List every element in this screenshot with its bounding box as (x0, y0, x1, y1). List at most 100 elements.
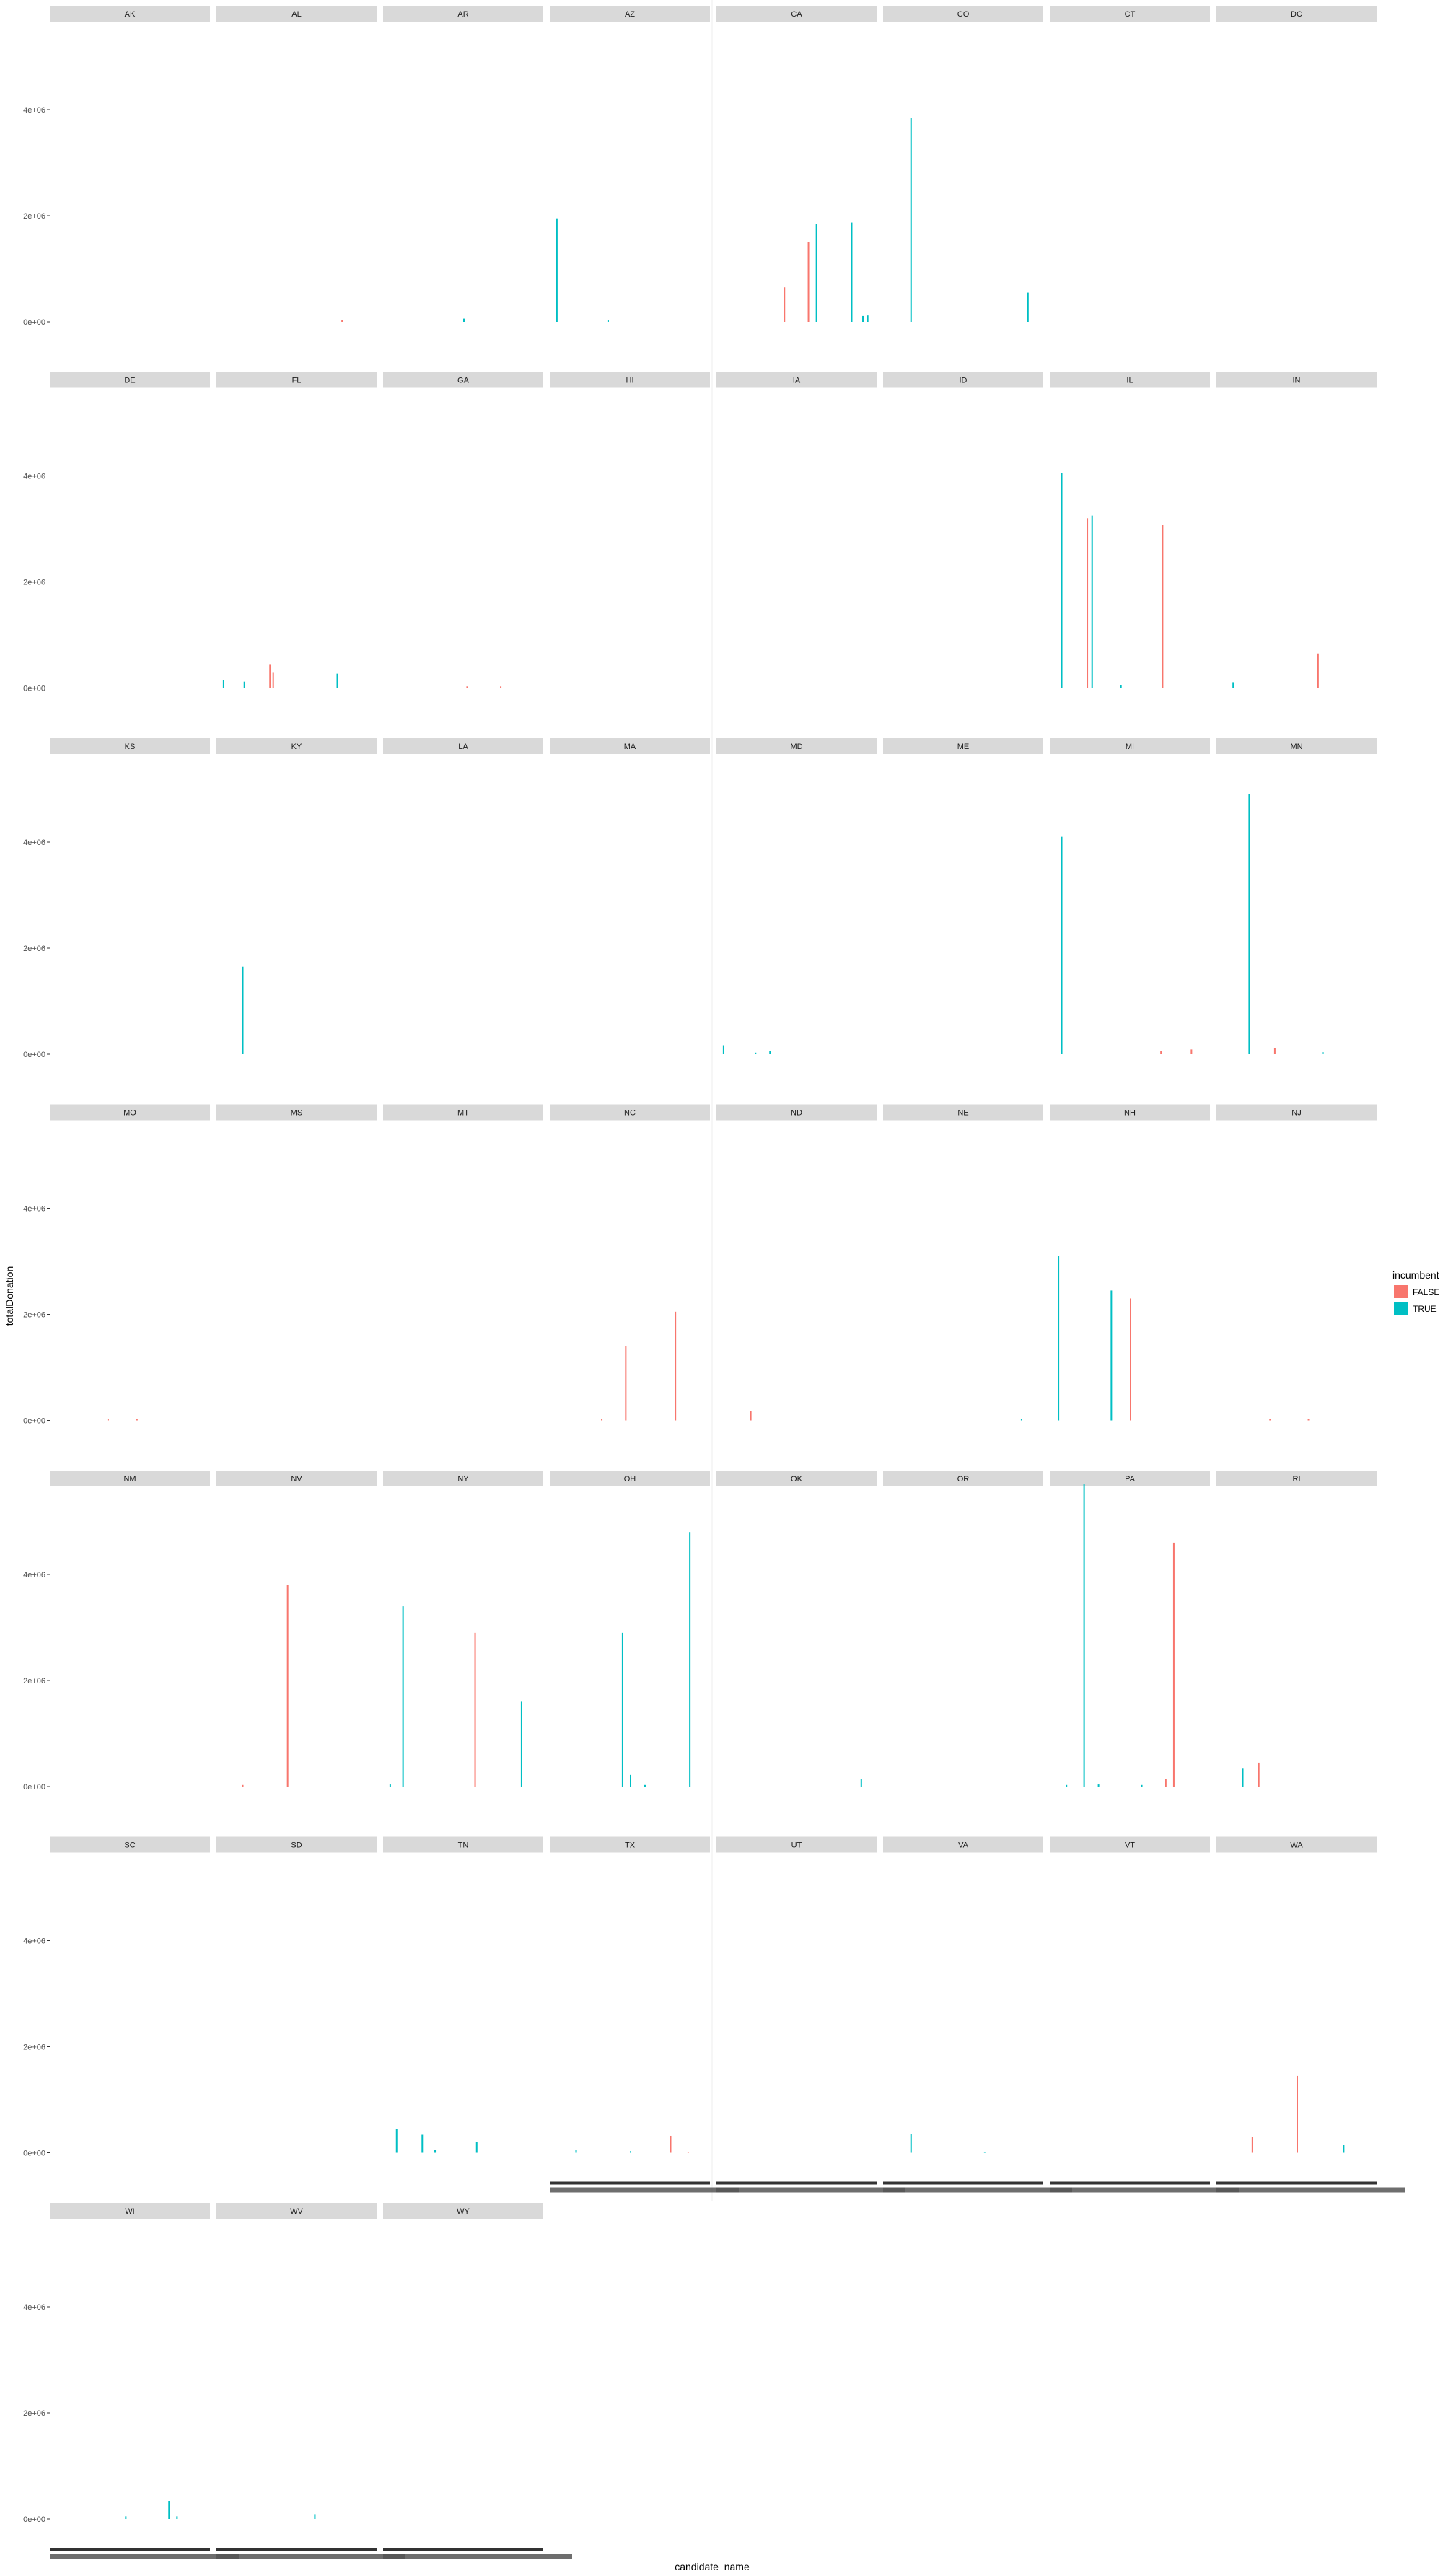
facet-strip (1050, 738, 1210, 754)
facet-strip-label: NC (624, 1109, 636, 1118)
panel-background (883, 1852, 1043, 2176)
bar (336, 673, 338, 688)
panel-background (50, 22, 210, 345)
y-tick-label: 2e+06 (23, 945, 45, 953)
panel-background (383, 1852, 543, 2176)
facet-strip-label: PA (1125, 1475, 1136, 1484)
bar (286, 1585, 289, 1787)
facet-strip (50, 6, 210, 22)
facet-strip (550, 6, 710, 22)
facet-panel-wa: WA (1216, 1836, 1377, 2176)
facet-strip (883, 1836, 1043, 1853)
facet-strip (1216, 738, 1377, 754)
bar (272, 672, 274, 688)
x-tick-marks-dense (383, 2548, 543, 2551)
facet-strip-label: MI (1126, 742, 1134, 751)
panel-background (716, 754, 877, 1077)
y-tick-label: 0e+00 (23, 2515, 45, 2524)
bar (644, 1784, 646, 1787)
bar (556, 218, 558, 322)
bar (242, 966, 244, 1054)
bar (910, 2134, 912, 2153)
x-tick-labels-overlapping (1216, 2187, 1405, 2193)
facet-panel-mt: MT (383, 1104, 543, 1444)
y-tick-label: 0e+00 (23, 2150, 45, 2158)
facet-strip-label: HI (626, 377, 634, 385)
facet-strip (383, 1836, 543, 1853)
x-axis-title: candidate_name (675, 2561, 750, 2572)
panel-background (1050, 1486, 1210, 1810)
bar (1322, 1052, 1324, 1054)
bar (176, 2516, 178, 2519)
facet-panel-in: IN (1216, 372, 1377, 711)
facet-strip-label: OR (957, 1475, 970, 1484)
facet-strip (216, 738, 377, 754)
bar (1083, 1484, 1085, 1787)
y-axis-row: 0e+00 2e+06 4e+06 (23, 1205, 50, 1426)
panel-background (50, 1120, 210, 1444)
facet-strip (883, 1471, 1043, 1486)
panel-background (50, 754, 210, 1077)
facet-strip-label: VA (958, 1841, 969, 1850)
bar (862, 315, 864, 322)
bar (314, 2514, 316, 2519)
bar (860, 1779, 862, 1787)
bar (463, 318, 465, 322)
panel-background (1050, 754, 1210, 1077)
facet-strip (1050, 1471, 1210, 1486)
facet-panel-nd: ND (716, 1104, 877, 1444)
y-axis-row: 0e+00 2e+06 4e+06 (23, 1571, 50, 1792)
facet-panel-ma: MA (550, 738, 710, 1077)
bar (421, 2134, 424, 2153)
panel-background (716, 1486, 877, 1810)
facet-strip-label: ND (791, 1109, 802, 1118)
panel-background (383, 754, 543, 1077)
bar (815, 224, 817, 322)
facet-strip (716, 6, 877, 22)
facet-strip (1216, 1104, 1377, 1121)
facet-panel-sd: SD (216, 1836, 377, 2176)
facet-strip (550, 1471, 710, 1486)
y-tick-label: 0e+00 (23, 685, 45, 693)
facet-strip (716, 1836, 877, 1853)
facet-panel-or: OR (883, 1471, 1043, 1810)
facet-strip (216, 1836, 377, 1853)
facet-strip-label: CA (791, 10, 802, 19)
panel-background (50, 1486, 210, 1810)
bar (621, 1632, 623, 1787)
facet-strip (383, 1104, 543, 1121)
x-tick-marks-dense (1050, 2181, 1210, 2185)
facet-strip (883, 738, 1043, 754)
bar (1091, 515, 1093, 688)
y-tick-label: 2e+06 (23, 1677, 45, 1686)
panel-background (716, 1120, 877, 1444)
panel-background (550, 1852, 710, 2176)
x-tick-labels-overlapping (50, 2554, 239, 2559)
x-tick-labels-overlapping (716, 2187, 905, 2193)
legend-key-false (1394, 1285, 1408, 1298)
facet-panel-dc: DC (1216, 6, 1377, 345)
bar (867, 315, 869, 322)
x-axis-wv (216, 2548, 405, 2559)
facet-strip (550, 1104, 710, 1121)
panel-background (216, 1852, 377, 2176)
facet-panel-nv: NV (216, 1471, 377, 1810)
facet-panels: AK AL AR AZ CA CO CT DC DE FL GA HI IA ID IL IN KS KY LA MA… (50, 0, 1377, 2542)
y-axis-title: totalDonation (4, 1266, 15, 1326)
facet-panel-ga: GA (383, 372, 543, 711)
facet-strip-label: NV (291, 1475, 302, 1484)
bar (107, 1419, 109, 1421)
bar (475, 2142, 478, 2153)
bar (670, 2135, 672, 2153)
bar (1110, 1290, 1113, 1421)
bar (1307, 1419, 1310, 1421)
panel-background (1216, 1120, 1377, 1444)
facet-panel-wy: WY (383, 2203, 543, 2542)
facet-strip (716, 372, 877, 388)
facet-strip (383, 372, 543, 388)
facet-strip (1216, 6, 1377, 22)
panel-background (550, 1120, 710, 1444)
facet-panel-al: AL (216, 6, 377, 345)
bar (500, 686, 502, 688)
